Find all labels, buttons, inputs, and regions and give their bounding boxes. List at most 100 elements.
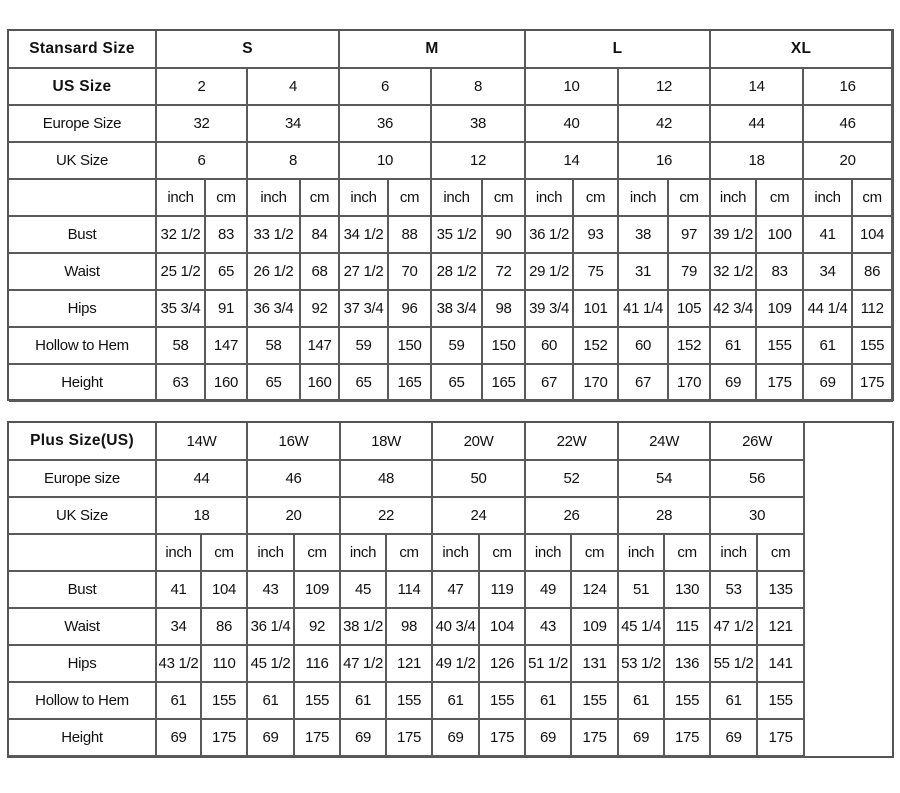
table-cell: 119 bbox=[478, 570, 527, 609]
table-cell: 170 bbox=[667, 363, 712, 402]
table-row: US Size 2 4 6 8 10 12 14 16 bbox=[9, 67, 894, 106]
table-cell: 54 bbox=[617, 459, 712, 498]
unit-header-cell: inch bbox=[339, 533, 388, 572]
row-label: Plus Size(US) bbox=[9, 423, 157, 461]
table-cell: 39 1/2 bbox=[709, 215, 758, 254]
table-cell: 65 bbox=[246, 363, 301, 402]
table-cell: 69 bbox=[155, 718, 202, 757]
row-label: Waist bbox=[9, 252, 157, 291]
unit-header-cell: inch bbox=[802, 178, 854, 217]
table-cell: 35 1/2 bbox=[430, 215, 484, 254]
table-cell: 8 bbox=[245, 141, 341, 180]
table-cell: 16W bbox=[246, 423, 342, 461]
table-row: Waist 25 1/2 65 26 1/2 68 27 1/2 70 28 1/2 72 29 … bbox=[9, 252, 894, 291]
table-row: Hollow to Hem 58 147 58 147 59 150 59 150 60 152 60… bbox=[9, 326, 894, 365]
table-cell: 69 bbox=[524, 718, 573, 757]
table-cell: 175 bbox=[293, 718, 342, 757]
unit-header-cell: cm bbox=[385, 533, 434, 572]
table-cell: 61 bbox=[246, 681, 296, 720]
table-cell: 175 bbox=[851, 363, 894, 402]
table-cell: 155 bbox=[756, 681, 806, 720]
unit-header-cell: inch bbox=[246, 533, 296, 572]
table-cell: 86 bbox=[851, 252, 894, 291]
table-cell: 112 bbox=[851, 289, 894, 328]
table-cell: 12 bbox=[617, 67, 712, 106]
table-cell: 4 bbox=[245, 67, 341, 106]
table-cell: 109 bbox=[293, 570, 342, 609]
table-row: Stansard Size S M L XL bbox=[9, 31, 894, 69]
table-cell: 84 bbox=[298, 215, 341, 254]
table-cell: 35 3/4 bbox=[155, 289, 206, 328]
table-cell: 32 1/2 bbox=[155, 215, 206, 254]
unit-header-cell: inch bbox=[338, 178, 390, 217]
table-cell: 60 bbox=[524, 326, 575, 365]
table-cell: 49 bbox=[524, 570, 573, 609]
table-cell: 65 bbox=[204, 252, 248, 291]
table-row: Bust 41 104 43 109 45 114 47 119 49 124 51 130 53 135 bbox=[9, 570, 806, 609]
table-cell: 59 bbox=[430, 326, 484, 365]
unit-header-cell: inch bbox=[155, 178, 206, 217]
table-cell: 141 bbox=[756, 644, 806, 683]
table-cell: 69 bbox=[709, 363, 758, 402]
table-cell: M bbox=[338, 31, 527, 69]
row-label: Hips bbox=[9, 644, 157, 683]
table-cell: XL bbox=[709, 31, 894, 69]
standard-size-chart: Stansard Size S M L XL US Size 2 4 6 8 10 12 14 16 Eur… bbox=[7, 29, 894, 402]
table-cell: 104 bbox=[851, 215, 894, 254]
table-cell: 27 1/2 bbox=[338, 252, 390, 291]
unit-header-cell: inch bbox=[431, 533, 481, 572]
table-cell: 109 bbox=[755, 289, 805, 328]
table-cell: 34 1/2 bbox=[338, 215, 390, 254]
table-cell: 38 bbox=[617, 215, 670, 254]
table-cell: 41 1/4 bbox=[617, 289, 670, 328]
table-cell: 75 bbox=[572, 252, 620, 291]
unit-header-cell: inch bbox=[524, 178, 575, 217]
table-cell: 69 bbox=[431, 718, 481, 757]
table-cell: S bbox=[154, 31, 341, 69]
table-row: Europe size 44 46 48 50 52 54 56 bbox=[9, 459, 806, 498]
table-row: Europe Size 32 34 36 38 40 42 44 46 bbox=[9, 104, 894, 143]
table-row: Height 69 175 69 175 69 175 69 175 69 175 69 175 69 17… bbox=[9, 718, 806, 757]
table-cell: 33 1/2 bbox=[246, 215, 301, 254]
table-cell: 130 bbox=[663, 570, 712, 609]
unit-header-cell: inch bbox=[155, 533, 202, 572]
table-cell: 38 1/2 bbox=[339, 607, 388, 646]
table-cell: 114 bbox=[385, 570, 434, 609]
table-cell: 175 bbox=[663, 718, 712, 757]
table-row: UK Size 18 20 22 24 26 28 30 bbox=[9, 496, 806, 535]
table-cell: 43 1/2 bbox=[155, 644, 202, 683]
table-cell: 49 1/2 bbox=[431, 644, 481, 683]
table-cell: 43 bbox=[524, 607, 573, 646]
table-cell: 14 bbox=[709, 67, 805, 106]
table-cell: 68 bbox=[298, 252, 341, 291]
unit-header-cell: cm bbox=[387, 178, 433, 217]
table-cell: 160 bbox=[298, 363, 341, 402]
table-cell: 51 1/2 bbox=[524, 644, 573, 683]
table-cell: 51 bbox=[617, 570, 666, 609]
table-row: Height 63 160 65 160 65 165 65 165 67 170 67 170 69 17… bbox=[9, 363, 894, 402]
table-cell: 43 bbox=[246, 570, 296, 609]
unit-header-cell: inch bbox=[430, 178, 484, 217]
table-cell: 30 bbox=[709, 496, 806, 535]
unit-header-cell: inch bbox=[709, 533, 759, 572]
table-cell: 45 bbox=[339, 570, 388, 609]
row-label: UK Size bbox=[9, 496, 157, 535]
table-cell: 48 bbox=[339, 459, 434, 498]
table-cell: 36 bbox=[338, 104, 433, 143]
table-cell: 60 bbox=[617, 326, 670, 365]
table-cell: 16 bbox=[802, 67, 894, 106]
table-cell: 88 bbox=[387, 215, 433, 254]
table-cell: 6 bbox=[338, 67, 433, 106]
table-cell: 40 3/4 bbox=[431, 607, 481, 646]
table-cell: 105 bbox=[667, 289, 712, 328]
row-label: Hollow to Hem bbox=[9, 326, 157, 365]
table-cell: 20 bbox=[246, 496, 342, 535]
table-cell: 175 bbox=[755, 363, 805, 402]
unit-header-cell: cm bbox=[572, 178, 620, 217]
table-cell: 24 bbox=[431, 496, 527, 535]
table-cell: 152 bbox=[667, 326, 712, 365]
unit-header-cell: cm bbox=[756, 533, 806, 572]
table-cell: 70 bbox=[387, 252, 433, 291]
table-cell: 38 bbox=[430, 104, 527, 143]
unit-header-cell: cm bbox=[663, 533, 712, 572]
